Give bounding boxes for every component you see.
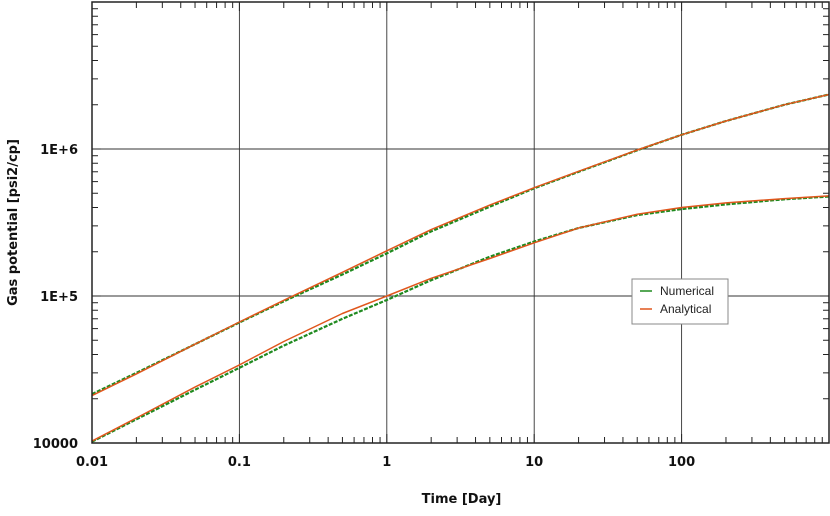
series-analytical-curve-2: [91, 195, 830, 442]
tick-labels: 0.01 0.1 1 10 100 10000 1E+5 1E+6: [33, 143, 695, 470]
plot-frame: [91, 1, 830, 444]
x-axis-title: Time [Day]: [422, 492, 502, 507]
x-tick-label: 0.01: [76, 455, 108, 470]
x-tick-label: 100: [668, 455, 695, 470]
x-tick-label: 10: [525, 455, 543, 470]
y-tick-label: 10000: [33, 437, 78, 452]
legend: Numerical Analytical: [631, 278, 729, 325]
legend-label-numerical: Numerical: [660, 284, 714, 298]
x-tick-label: 0.1: [228, 455, 251, 470]
x-tick-label: 1: [382, 455, 391, 470]
y-tick-label: 1E+5: [40, 290, 78, 305]
legend-box: [631, 278, 729, 325]
series-lines: [91, 93, 830, 443]
y-axis-title: Gas potential [psi2/cp]: [6, 139, 21, 306]
series-analytical-curve-1: [91, 93, 830, 397]
y-tick-label: 1E+6: [40, 143, 78, 158]
minor-ticks: [91, 2, 829, 444]
grid-lines: [92, 2, 829, 443]
legend-label-analytical: Analytical: [660, 302, 711, 316]
series-numerical-curve-1: [91, 93, 830, 396]
